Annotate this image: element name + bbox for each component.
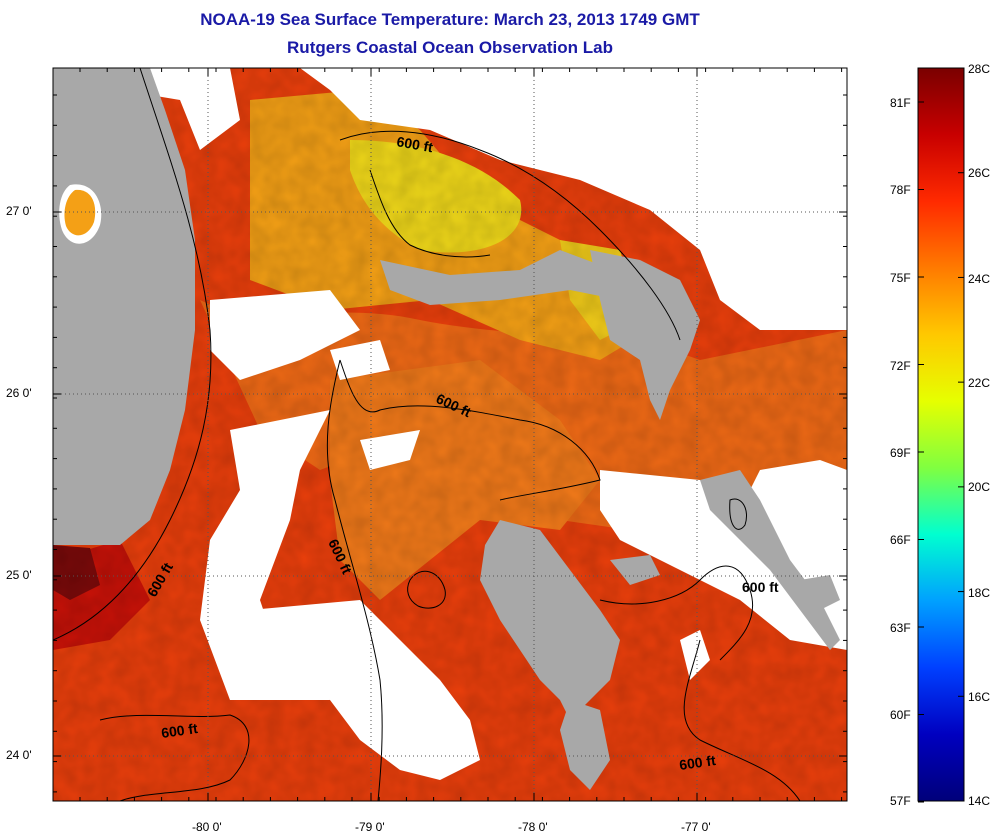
lon-tick-label: -80 0' xyxy=(192,820,222,834)
colorbar-celsius-label: 20C xyxy=(968,480,991,494)
contour-label: 600 ft xyxy=(742,579,779,595)
colorbar-fahrenheit-label: 78F xyxy=(890,183,911,197)
land-andros-south xyxy=(560,700,610,790)
land-eleuthera xyxy=(700,470,840,650)
land-small-e xyxy=(800,575,840,610)
colorbar-celsius-label: 14C xyxy=(968,794,991,808)
lat-tick-label: 27 0' xyxy=(6,204,32,218)
cloud-se xyxy=(600,460,847,650)
colorbar-celsius-label: 28C xyxy=(968,62,991,76)
colorbar-celsius-label: 22C xyxy=(968,376,991,390)
lon-tick-label: -77 0' xyxy=(681,820,711,834)
colorbar-fahrenheit-label: 81F xyxy=(890,96,911,110)
chart-title: NOAA-19 Sea Surface Temperature: March 2… xyxy=(200,10,700,29)
lake-sst xyxy=(64,189,96,236)
cloud-c1 xyxy=(360,430,420,470)
contour-600ft xyxy=(53,68,801,801)
cloud-ne xyxy=(300,68,847,330)
lon-tick-label: -79 0' xyxy=(355,820,385,834)
contour-label: 600 ft xyxy=(160,720,199,741)
land-abaco xyxy=(590,250,700,420)
contour-label: 600 ft xyxy=(395,133,434,155)
map-content: 600 ft 600 ft 600 ft 600 ft 600 ft 600 f… xyxy=(53,68,847,801)
colorbar-fahrenheit-label: 60F xyxy=(890,708,911,722)
cloud-s xyxy=(250,600,480,780)
lon-tick-label: -78 0' xyxy=(518,820,548,834)
colorbar-fahrenheit-label: 75F xyxy=(890,271,911,285)
cloud-small-s xyxy=(680,630,710,680)
contour-label: 600 ft xyxy=(678,752,717,773)
colorbar-fahrenheit-label: 66F xyxy=(890,533,911,547)
map-border xyxy=(52,67,848,802)
chart-subtitle: Rutgers Coastal Ocean Observation Lab xyxy=(287,38,613,57)
colorbar-ticks xyxy=(918,67,964,803)
lat-tick-label: 24 0' xyxy=(6,748,32,762)
colorbar-celsius-label: 16C xyxy=(968,690,991,704)
land-florida xyxy=(53,68,195,545)
colorbar-fahrenheit-label: 63F xyxy=(890,621,911,635)
graticule xyxy=(53,68,847,801)
lat-tick-label: 25 0' xyxy=(6,568,32,582)
cloud-w2 xyxy=(330,340,390,380)
land-andros xyxy=(480,520,620,720)
colorbar-fahrenheit-label: 72F xyxy=(890,359,911,373)
colorbar-fahrenheit-label: 57F xyxy=(890,794,911,808)
axis-ticks xyxy=(53,68,847,801)
colorbar-celsius-label: 18C xyxy=(968,586,991,600)
lat-tick-label: 26 0' xyxy=(6,386,32,400)
cloud-w1 xyxy=(210,290,360,380)
colorbar-fahrenheit-label: 69F xyxy=(890,446,911,460)
colorbar-celsius-label: 26C xyxy=(968,166,991,180)
colorbar xyxy=(917,67,965,802)
land-new-providence xyxy=(610,555,660,585)
cloud-sw xyxy=(200,410,330,700)
colorbar-celsius-label: 24C xyxy=(968,272,991,286)
land-grand-bahama xyxy=(380,250,620,305)
